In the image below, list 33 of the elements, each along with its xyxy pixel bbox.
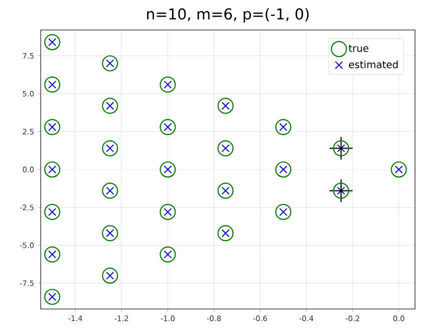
point xyxy=(217,182,234,199)
point xyxy=(44,204,60,220)
point xyxy=(102,225,118,242)
point xyxy=(102,140,118,156)
point xyxy=(160,119,176,136)
point xyxy=(160,246,176,262)
point xyxy=(217,140,234,156)
point xyxy=(217,98,234,114)
point xyxy=(44,246,60,262)
point xyxy=(44,288,60,305)
point xyxy=(160,161,176,178)
point xyxy=(340,189,342,192)
point xyxy=(333,182,350,199)
point xyxy=(275,161,292,178)
point xyxy=(102,98,118,114)
point xyxy=(340,146,342,150)
point xyxy=(44,34,60,50)
point xyxy=(102,182,118,199)
point xyxy=(44,76,60,93)
legend-label: estimated xyxy=(348,60,398,68)
point xyxy=(275,204,292,220)
point xyxy=(102,55,118,72)
point xyxy=(333,140,350,156)
chart-title: n=10, m=6, p=(-1, 0) xyxy=(147,8,309,23)
point xyxy=(102,268,118,284)
legend-label: true xyxy=(348,44,368,52)
point xyxy=(217,225,234,242)
point xyxy=(160,204,176,220)
point xyxy=(390,161,407,178)
point xyxy=(160,76,176,93)
point xyxy=(44,161,60,178)
point xyxy=(275,119,292,136)
point xyxy=(44,119,60,136)
